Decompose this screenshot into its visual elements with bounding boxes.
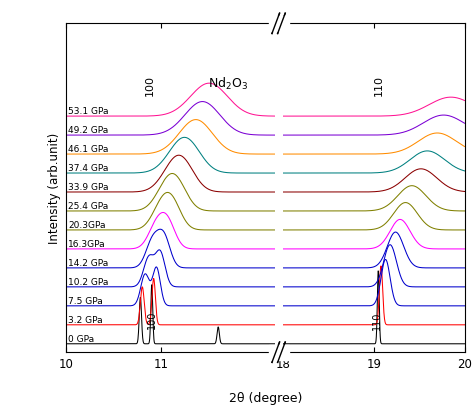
Text: 33.9 GPa: 33.9 GPa [68,183,109,192]
Text: 53.1 GPa: 53.1 GPa [68,107,109,116]
Text: Nd$_2$O$_3$: Nd$_2$O$_3$ [208,75,248,92]
Text: 100: 100 [147,310,157,328]
Text: 10.2 GPa: 10.2 GPa [68,277,109,286]
Text: 110: 110 [374,75,384,96]
Text: 25.4 GPa: 25.4 GPa [68,201,109,211]
Text: 20.3GPa: 20.3GPa [68,220,106,229]
Text: 100: 100 [145,75,155,96]
Text: 16.3GPa: 16.3GPa [68,239,106,248]
Text: 7.5 GPa: 7.5 GPa [68,296,103,305]
Text: 46.1 GPa: 46.1 GPa [68,145,109,153]
Y-axis label: Intensity (arb.unit): Intensity (arb.unit) [48,133,61,244]
Text: 14.2 GPa: 14.2 GPa [68,258,109,267]
Text: 2θ (degree): 2θ (degree) [229,391,302,404]
Text: 0 GPa: 0 GPa [68,334,94,343]
Text: 37.4 GPa: 37.4 GPa [68,164,109,173]
Text: 49.2 GPa: 49.2 GPa [68,126,109,135]
Text: 3.2 GPa: 3.2 GPa [68,315,103,324]
Text: 110: 110 [372,311,382,329]
